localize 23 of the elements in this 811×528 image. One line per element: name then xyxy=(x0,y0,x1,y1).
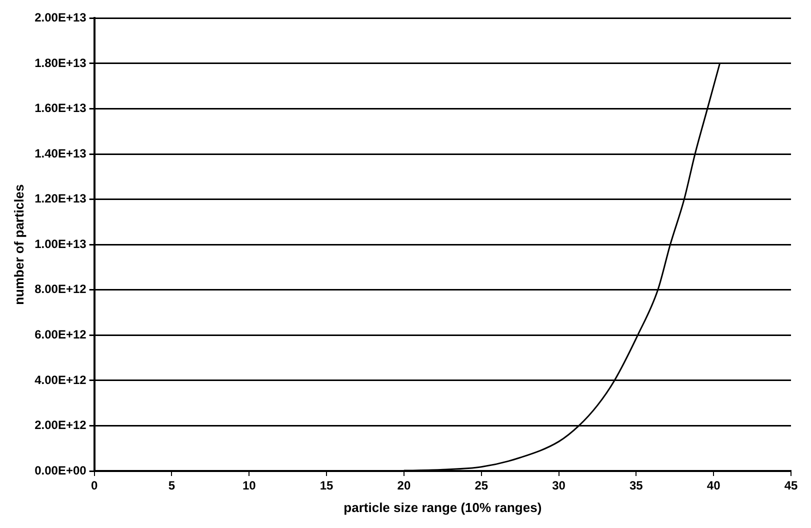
x-tick-label: 30 xyxy=(552,478,566,493)
y-tick-label: 1.60E+13 xyxy=(34,101,87,116)
x-tick-label: 5 xyxy=(168,478,176,493)
y-tick-label: 2.00E+13 xyxy=(34,10,87,25)
y-axis-title: number of particles xyxy=(11,184,26,305)
y-tick-label: 6.00E+12 xyxy=(34,327,87,342)
x-tick-label: 0 xyxy=(90,478,98,493)
x-axis-title: particle size range (10% ranges) xyxy=(344,500,542,515)
y-tick-label: 8.00E+12 xyxy=(34,282,87,296)
x-tick-label: 40 xyxy=(706,478,721,493)
x-tick-label: 45 xyxy=(784,478,798,493)
x-tick-label: 15 xyxy=(320,478,334,493)
y-tick-label: 2.00E+12 xyxy=(34,418,87,432)
x-tick-label: 25 xyxy=(474,478,488,493)
y-tick-label: 0.00E+00 xyxy=(34,463,87,478)
y-tick-label: 1.80E+13 xyxy=(34,56,87,70)
y-tick-label: 1.40E+13 xyxy=(34,146,87,160)
y-tick-label: 4.00E+12 xyxy=(34,372,87,387)
x-tick-label: 10 xyxy=(242,478,256,493)
x-tick-label: 20 xyxy=(397,478,411,493)
y-tick-label: 1.00E+13 xyxy=(34,236,87,251)
x-tick-label: 35 xyxy=(630,478,644,493)
y-tick-label: 1.20E+13 xyxy=(34,192,87,206)
